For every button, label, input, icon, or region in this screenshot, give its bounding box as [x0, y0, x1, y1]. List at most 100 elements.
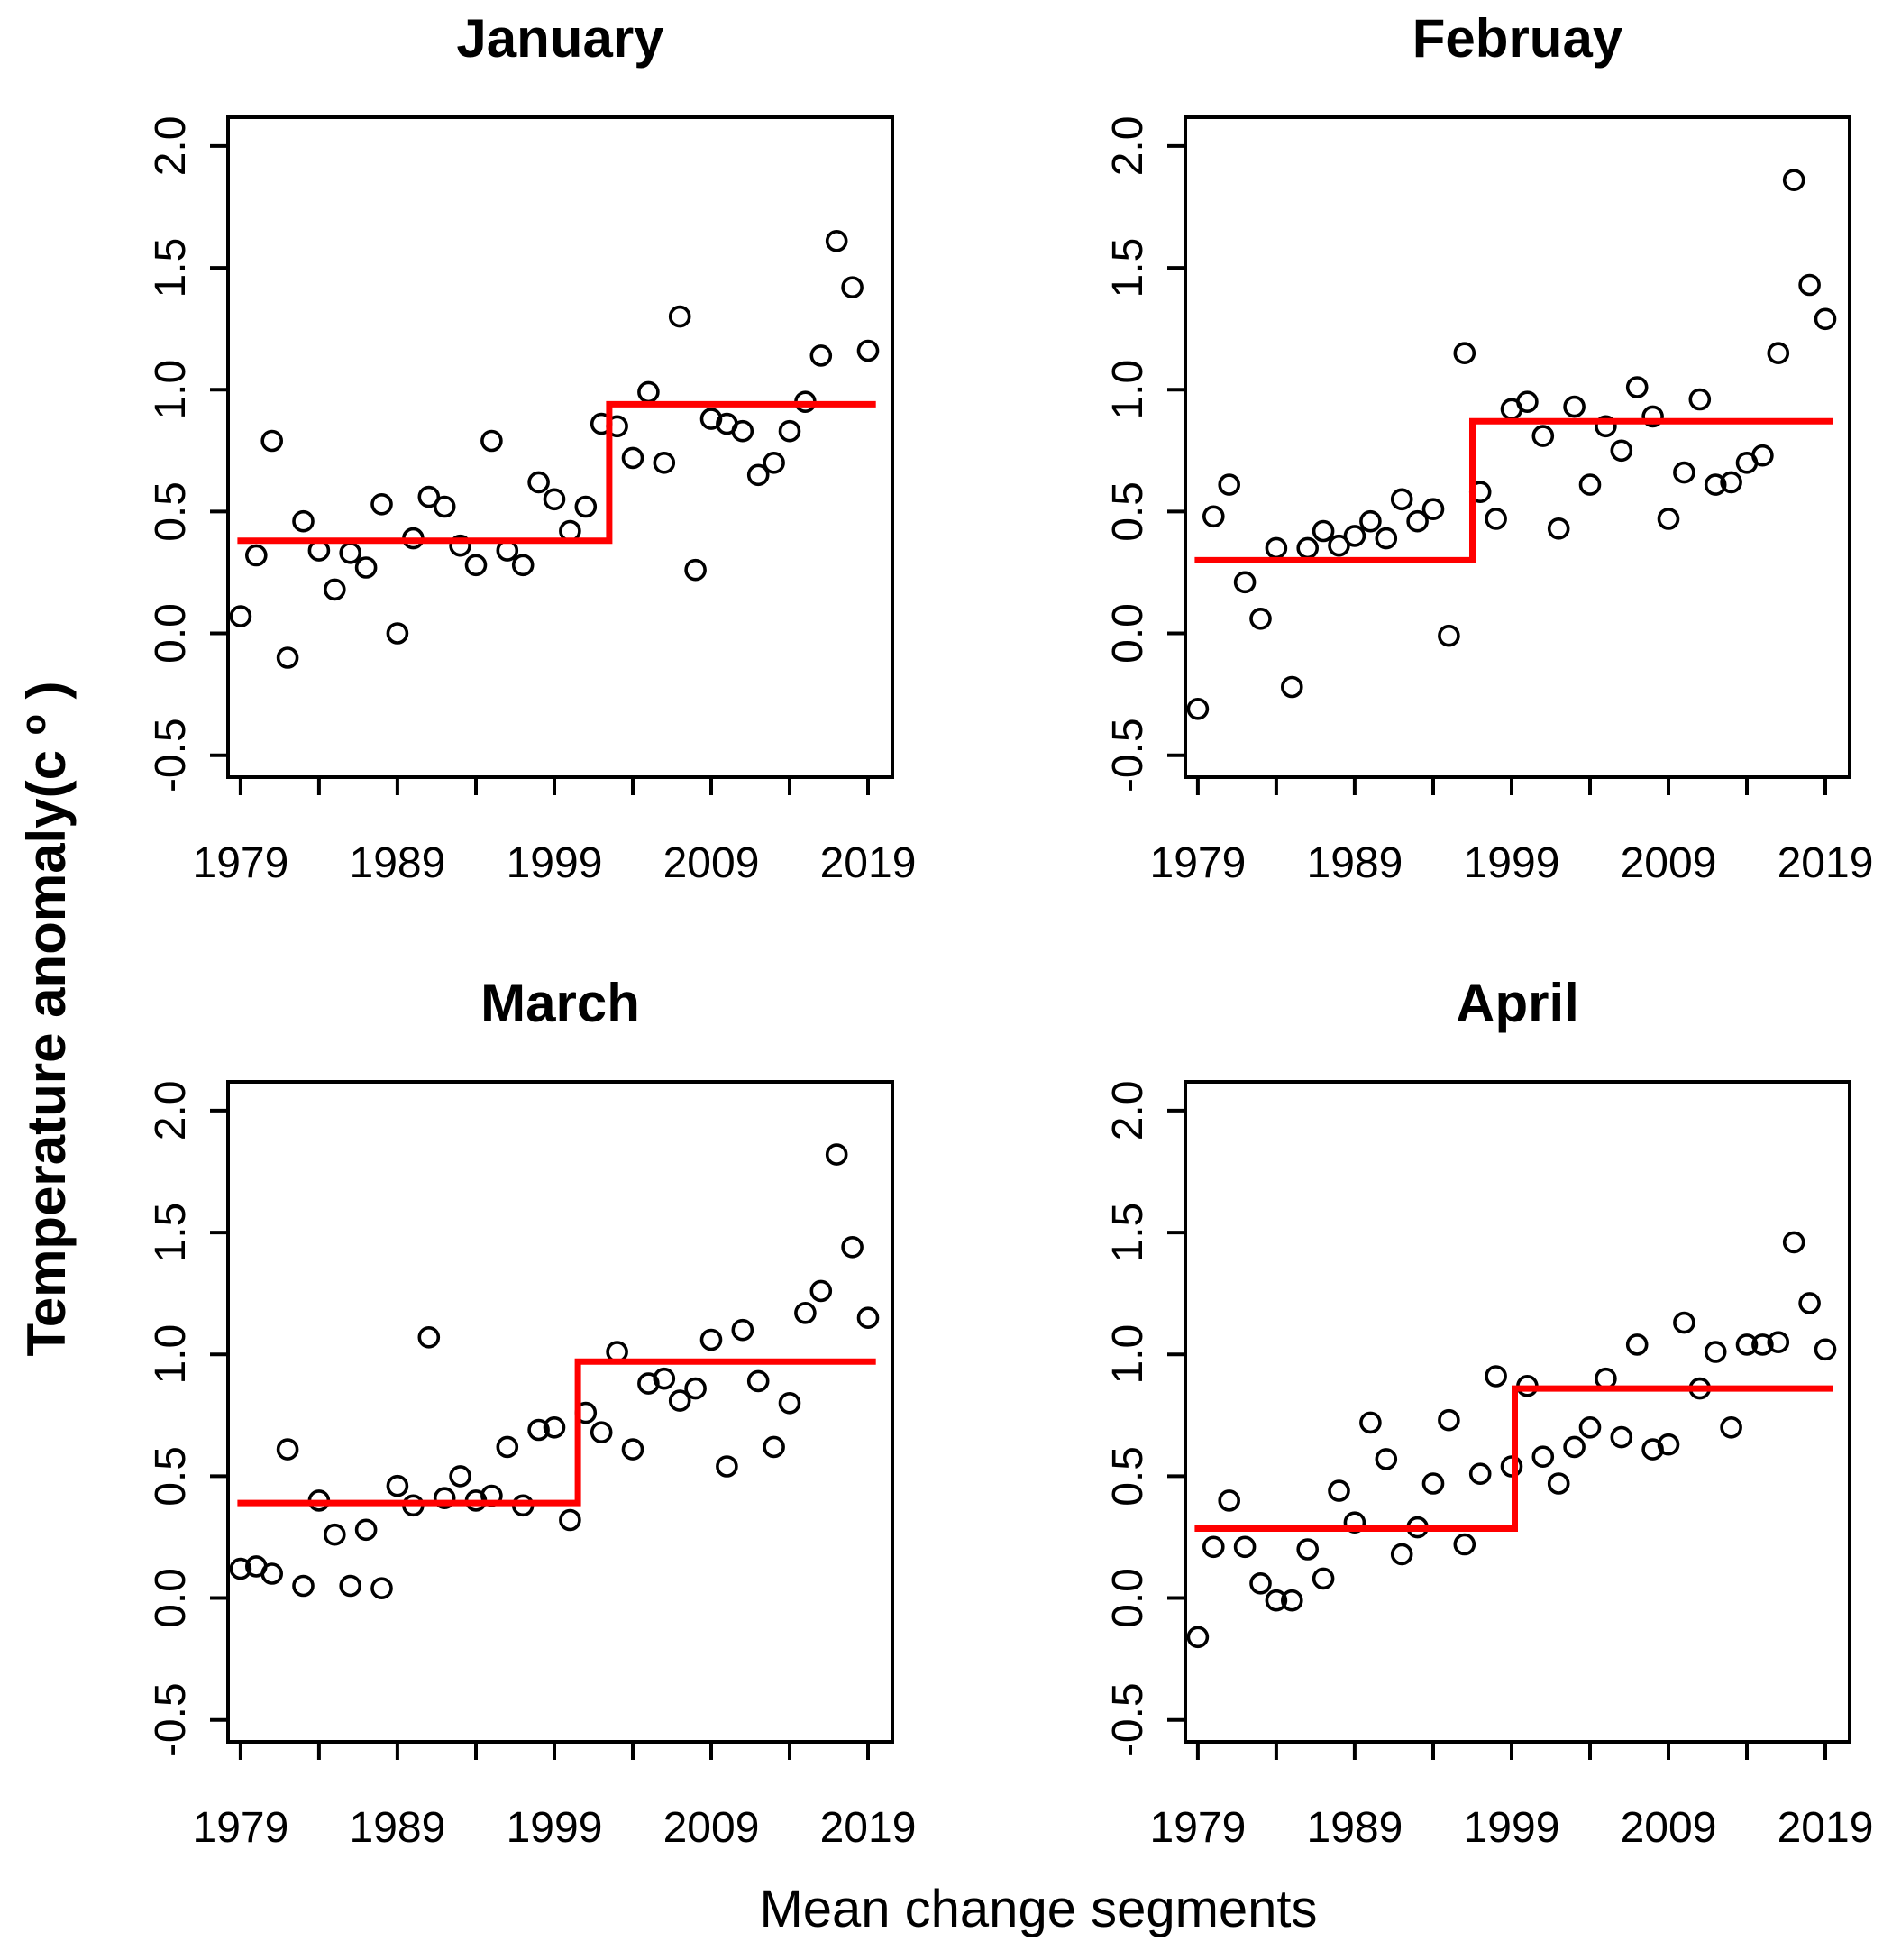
data-point [276, 646, 299, 669]
data-point [1296, 1538, 1319, 1561]
data-point [1233, 1535, 1257, 1559]
data-point [276, 1438, 299, 1461]
data-point [1798, 273, 1821, 297]
data-point [1421, 498, 1445, 521]
data-point [1343, 1511, 1366, 1534]
x-tick-label: 2009 [1621, 839, 1717, 887]
data-point [1468, 1462, 1492, 1485]
x-tick-label: 2019 [1778, 1804, 1874, 1852]
data-point [543, 488, 566, 511]
data-point [386, 1474, 409, 1497]
data-point [684, 558, 707, 582]
x-tick-label: 1979 [193, 839, 289, 887]
y-tick-label: 0.0 [1104, 1568, 1152, 1628]
data-point [1265, 536, 1288, 560]
data-point [1625, 1333, 1649, 1356]
y-axis-label-close-paren: ) [16, 682, 77, 700]
data-point [1814, 1338, 1837, 1361]
data-point [1186, 697, 1210, 720]
data-point [1438, 1408, 1460, 1432]
data-point [417, 1326, 441, 1349]
x-tick-label: 2009 [1621, 1804, 1717, 1852]
data-point [1312, 519, 1335, 543]
mean-change-step-line [1194, 417, 1833, 563]
plot-frame [226, 115, 894, 779]
x-tick-label: 2009 [663, 839, 760, 887]
data-point [1281, 1589, 1303, 1612]
data-point [1453, 1533, 1476, 1556]
y-tick-label: 2.0 [147, 1081, 195, 1141]
y-tick-label: 2.0 [1104, 116, 1152, 177]
data-point [1375, 1448, 1398, 1470]
y-tick-label: 2.0 [147, 116, 195, 177]
subplot-march: 1979 1989 1999 2009 2019 -0.5 0.0 0.5 1.0 1.5 2.0 [147, 1080, 916, 1852]
y-tick-label: -0.5 [1104, 1682, 1152, 1757]
y-tick-label: 1.5 [147, 238, 195, 298]
data-point [323, 578, 346, 601]
x-tick-label: 1999 [507, 839, 603, 887]
data-point [292, 509, 315, 533]
data-point [746, 1369, 770, 1393]
x-tick-label: 1999 [1464, 1804, 1560, 1852]
y-tick-label: 1.5 [1104, 238, 1152, 298]
data-point [1328, 534, 1350, 557]
data-point [370, 492, 393, 516]
data-point [825, 1143, 848, 1166]
data-point [1688, 388, 1712, 411]
data-point [1625, 376, 1649, 398]
data-point [1547, 517, 1570, 540]
data-point [386, 622, 409, 645]
x-tick-label: 1999 [507, 1804, 603, 1852]
data-point [370, 1577, 393, 1599]
data-point [1438, 624, 1460, 647]
data-point [1751, 444, 1774, 467]
data-point [699, 1328, 723, 1351]
data-point [621, 446, 644, 470]
data-point [1798, 1292, 1821, 1314]
data-point [668, 305, 691, 328]
data-point [1673, 1311, 1695, 1334]
data-point [1531, 1445, 1555, 1468]
data-point [354, 1518, 378, 1542]
x-tick-label: 1979 [1150, 1804, 1247, 1852]
x-tick-label: 1979 [193, 1804, 289, 1852]
data-point [1720, 471, 1742, 494]
y-tick-label: 1.0 [1104, 1324, 1152, 1385]
y-axis-label-main: Temperature anomaly(c [16, 750, 77, 1356]
data-point [1563, 1435, 1586, 1459]
mean-change-step-line [237, 1358, 876, 1507]
y-tick-label: -0.5 [1104, 718, 1152, 792]
data-point [1343, 525, 1366, 547]
data-point [1704, 473, 1727, 496]
data-point [527, 1418, 550, 1442]
data-point [763, 451, 785, 474]
y-tick-label: 1.5 [1104, 1203, 1152, 1263]
data-point [1485, 1365, 1507, 1388]
data-point [229, 1557, 252, 1580]
data-point [825, 229, 848, 252]
data-point [1249, 1572, 1272, 1595]
data-point [417, 485, 441, 508]
y-tick-label: 0.5 [147, 1446, 195, 1507]
data-point [543, 1416, 566, 1439]
data-point [229, 605, 252, 627]
data-point [1641, 405, 1664, 428]
subplot-title-march: March [480, 973, 640, 1033]
data-point [480, 429, 503, 453]
data-point [1578, 1416, 1602, 1439]
data-point [1595, 1367, 1617, 1390]
y-tick-label: 1.0 [147, 360, 195, 420]
data-point [1814, 307, 1837, 331]
data-point [684, 1377, 707, 1400]
subplot-january: 1979 1989 1999 2009 2019 -0.5 0.0 0.5 1.0 1.5 2.0 [147, 115, 916, 887]
x-tick-label: 2019 [1778, 839, 1874, 887]
data-point [1453, 342, 1476, 365]
plot-frame [226, 1080, 894, 1744]
data-point [433, 1487, 456, 1509]
data-point [1390, 488, 1413, 511]
data-point [292, 1574, 315, 1598]
mean-change-step-line [237, 400, 876, 545]
data-point [1595, 415, 1617, 438]
plot-frame [1184, 1080, 1851, 1744]
